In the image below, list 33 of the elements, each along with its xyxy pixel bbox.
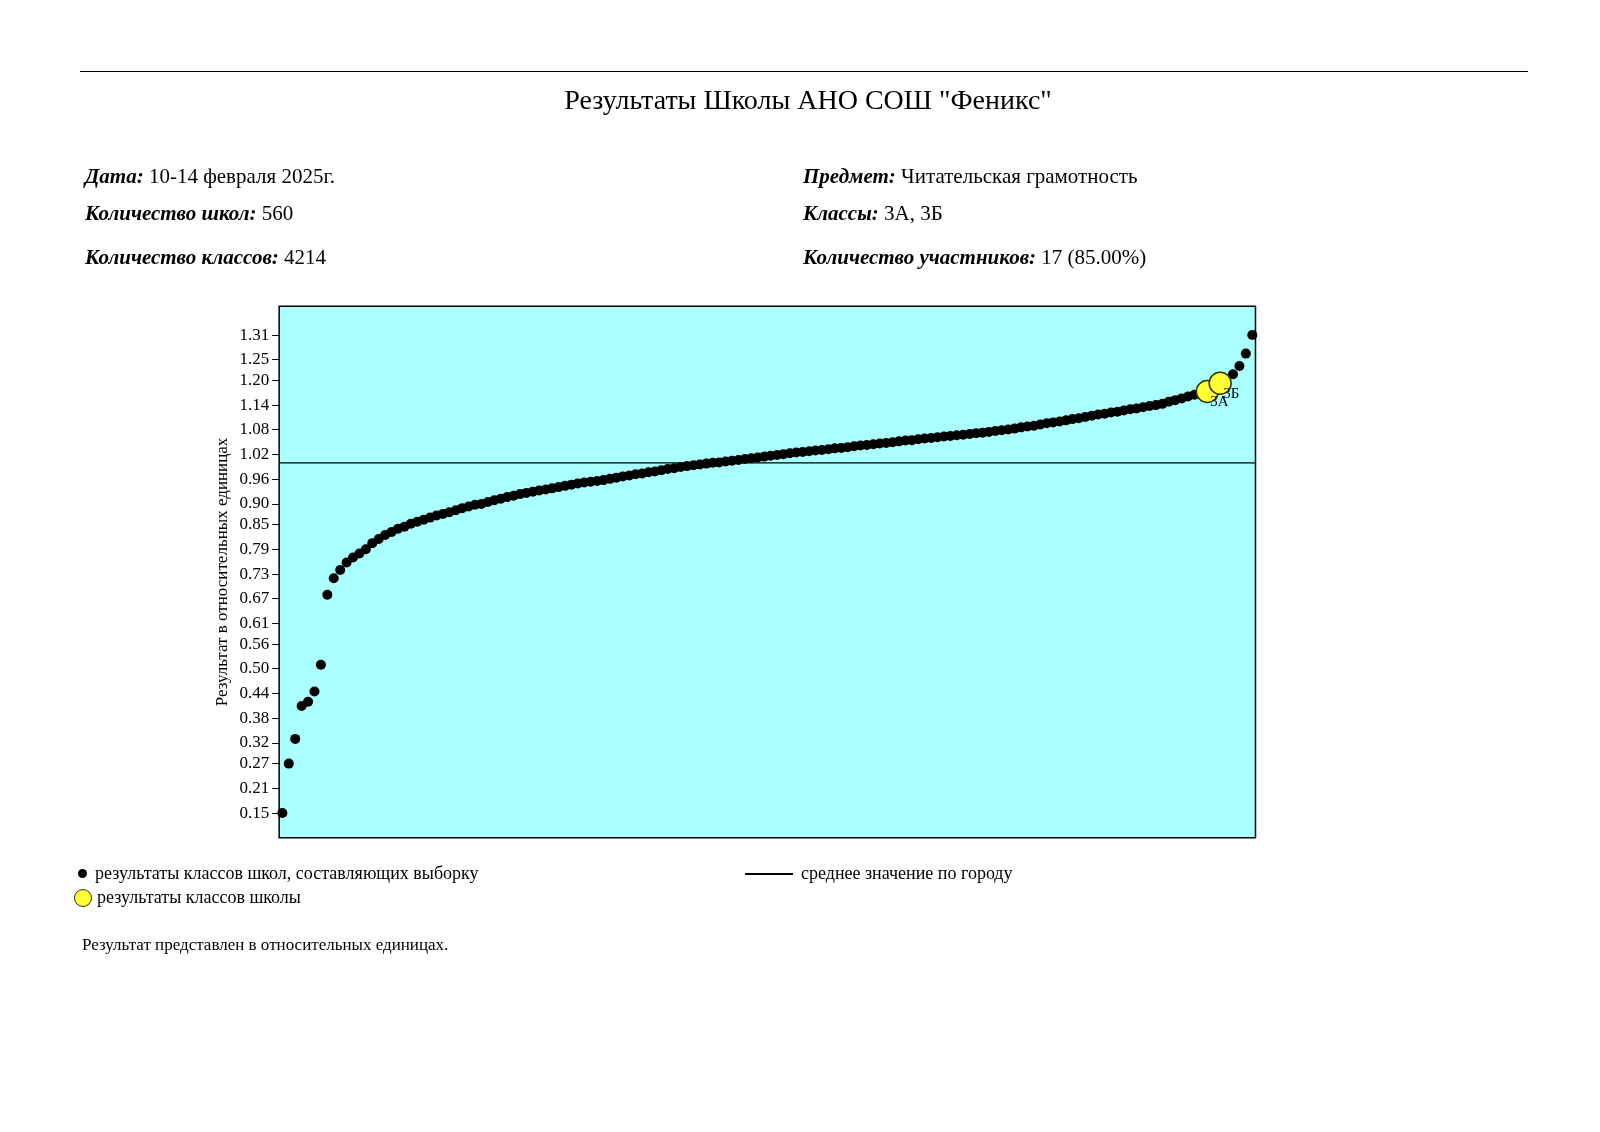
- y-tick-label: 0.21: [239, 777, 270, 797]
- text: Классы: 3А, 3Б: [803, 201, 943, 225]
- y-tick-label: 0.79: [239, 538, 270, 558]
- y-tick-label: 0.73: [239, 563, 270, 583]
- y-tick-label: 0.56: [239, 633, 270, 653]
- y-tick-label: 0.90: [239, 493, 270, 513]
- y-tick-label: 0.32: [239, 732, 270, 752]
- y-tick-label: 1.20: [239, 369, 270, 389]
- y-tick-label: 0.50: [239, 658, 270, 678]
- chart-title: Результаты Школы АНО СОШ "Феникс": [563, 84, 1053, 116]
- text: Дата: 10-14 февраля 2025г.: [85, 164, 335, 188]
- y-tick-label: 0.15: [239, 802, 270, 822]
- text: Количество классов: 4214: [85, 245, 327, 269]
- legend-label: результаты классов школ, составляющих выборку: [95, 863, 479, 884]
- y-tick-label: 0.27: [239, 753, 270, 773]
- y-tick-label: 1.02: [239, 444, 270, 464]
- y-tick-label: 1.25: [239, 349, 270, 369]
- y-tick-label: 0.44: [239, 683, 270, 703]
- text: Количество школ: 560: [85, 201, 294, 225]
- legend-label: результаты классов школы: [97, 887, 301, 908]
- y-tick-label: 0.67: [239, 588, 270, 608]
- y-axis-title: Результат в относительных единицах: [211, 437, 231, 707]
- text: Количество участников: 17 (85.00%): [803, 245, 1147, 269]
- legend-label: среднее значение по городу: [801, 863, 1013, 884]
- y-tick-label: 1.08: [239, 419, 270, 439]
- y-tick-label: 0.61: [239, 612, 270, 632]
- y-tick-label: 1.14: [239, 394, 270, 414]
- y-tick-label: 1.31: [239, 324, 270, 344]
- y-tick-label: 0.85: [239, 514, 270, 534]
- text: Предмет: Читательская грамотность: [803, 164, 1138, 188]
- text: Результат представлен в относительных единицах.: [82, 935, 449, 955]
- y-tick-label: 0.38: [239, 707, 270, 727]
- y-tick-label: 0.96: [239, 468, 270, 488]
